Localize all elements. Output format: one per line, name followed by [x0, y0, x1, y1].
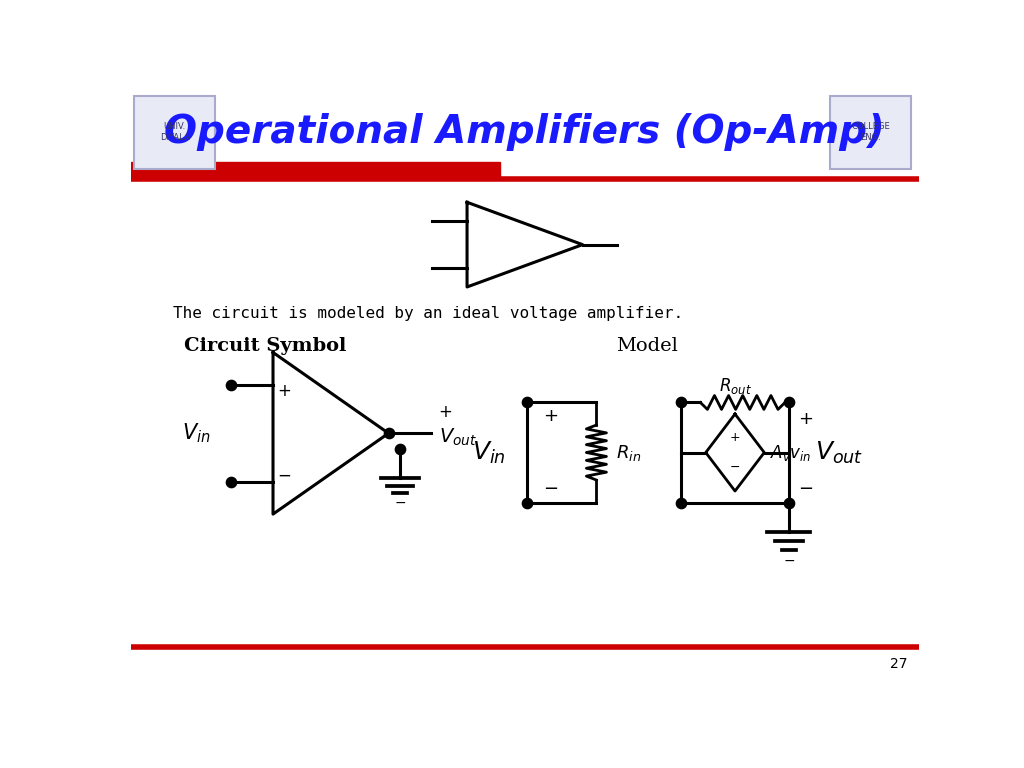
Text: +: + — [438, 402, 452, 421]
Text: $V_{in}$: $V_{in}$ — [472, 439, 506, 465]
Point — [519, 396, 536, 409]
Point — [780, 496, 797, 508]
Text: +: + — [543, 407, 558, 425]
Text: COLLEGE
ENG.: COLLEGE ENG. — [852, 123, 890, 142]
Text: Circuit Symbol: Circuit Symbol — [184, 337, 347, 356]
Point — [222, 379, 239, 391]
Text: −: − — [394, 495, 406, 510]
Text: −: − — [799, 480, 813, 498]
Point — [780, 396, 797, 409]
Text: $V_{out}$: $V_{out}$ — [815, 439, 863, 465]
Text: −: − — [730, 462, 740, 475]
Point — [380, 427, 396, 439]
Bar — [131, 162, 500, 179]
Text: −: − — [783, 554, 795, 568]
Text: −: − — [543, 480, 558, 498]
Text: The circuit is modeled by an ideal voltage amplifier.: The circuit is modeled by an ideal volta… — [173, 306, 683, 322]
FancyBboxPatch shape — [830, 96, 911, 169]
Text: $R_{in}$: $R_{in}$ — [615, 442, 641, 462]
Text: +: + — [730, 431, 740, 444]
Point — [519, 496, 536, 508]
Text: $A_v v_{in}$: $A_v v_{in}$ — [770, 442, 812, 462]
Text: +: + — [799, 410, 813, 429]
Text: $R_{out}$: $R_{out}$ — [719, 376, 752, 396]
Text: UNIV.
DIYALA: UNIV. DIYALA — [160, 123, 189, 142]
Text: 27: 27 — [890, 657, 907, 670]
Text: Model: Model — [615, 337, 678, 356]
Point — [673, 396, 689, 409]
Text: $V_{in}$: $V_{in}$ — [181, 422, 210, 445]
Text: −: − — [276, 466, 291, 485]
Point — [222, 475, 239, 488]
FancyBboxPatch shape — [134, 96, 215, 169]
Point — [392, 442, 409, 455]
Text: +: + — [276, 382, 291, 400]
Text: $V_{out}$: $V_{out}$ — [438, 426, 476, 448]
Point — [673, 496, 689, 508]
Text: Operational Amplifiers (Op-Amp): Operational Amplifiers (Op-Amp) — [165, 113, 885, 151]
